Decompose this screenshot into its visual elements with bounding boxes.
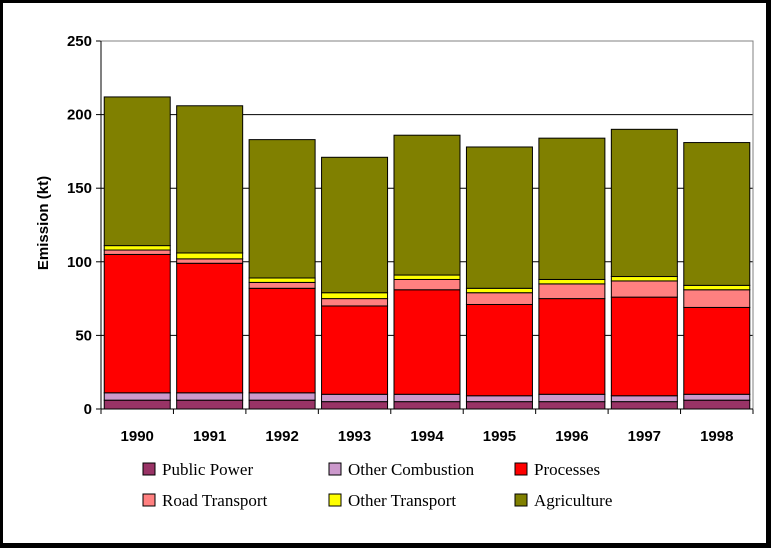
bar-segment: [610, 296, 678, 397]
bar-segment: [103, 392, 171, 401]
bar-segment: [683, 284, 751, 291]
y-tick-label: 100: [67, 254, 92, 271]
bar-segment: [248, 139, 316, 279]
bar-segment: [393, 274, 461, 280]
legend-label: Agriculture: [534, 491, 612, 510]
legend-label: Road Transport: [162, 491, 268, 510]
legend-swatch: [328, 462, 342, 476]
bar-segment: [103, 245, 171, 251]
bar-segment: [248, 287, 316, 394]
legend-swatch: [328, 493, 342, 507]
legend-swatch: [514, 462, 528, 476]
bar-segment: [103, 399, 171, 410]
bar-segment: [321, 393, 389, 403]
x-tick-label: 1991: [193, 428, 226, 445]
x-tick-label: 1990: [121, 428, 154, 445]
bar-segment: [248, 277, 316, 283]
bar-segment: [465, 395, 533, 403]
legend-swatch: [142, 493, 156, 507]
y-tick-labels: 0 50 100 150 200 250: [67, 33, 92, 418]
bar-segment: [538, 298, 606, 395]
bar-segment: [465, 292, 533, 305]
x-tick-labels: 1990 1991 1992 1993 1994 1995 1996 1997 1998: [121, 428, 734, 445]
bar-segment: [465, 146, 533, 289]
bar-segment: [538, 283, 606, 300]
y-tick-label: 150: [67, 180, 92, 197]
x-tick-label: 1996: [555, 428, 588, 445]
x-tick-label: 1994: [410, 428, 444, 445]
bar-segment: [465, 287, 533, 294]
bar-segment: [321, 305, 389, 395]
y-tick-label: 0: [84, 401, 92, 418]
y-tick-label: 50: [75, 327, 92, 344]
bar-segment: [393, 393, 461, 403]
bar-segment: [103, 249, 171, 255]
bar-segment: [538, 137, 606, 280]
bar-segment: [610, 401, 678, 410]
bar-segment: [610, 276, 678, 282]
bar-segment: [393, 401, 461, 410]
bar-segment: [248, 399, 316, 410]
legend: Public Power Other Combustion Processes Roa…: [142, 460, 612, 510]
legend-label: Processes: [534, 460, 600, 479]
bar-segment: [683, 399, 751, 410]
x-tick-label: 1997: [628, 428, 661, 445]
bar-segment: [248, 392, 316, 401]
bar-segment: [538, 401, 606, 410]
x-tick-label: 1992: [265, 428, 298, 445]
legend-label: Other Combustion: [348, 460, 475, 479]
bar-segment: [176, 262, 244, 394]
bar-segment: [393, 134, 461, 276]
bar-segment: [176, 399, 244, 410]
bar-segment: [538, 393, 606, 403]
chart-svg: 0 50 100 150 200 250 1990 1991 1992 1993 1994 1995…: [35, 33, 754, 510]
y-tick-label: 200: [67, 107, 92, 124]
axes: [96, 40, 754, 414]
bar-segment: [103, 253, 171, 394]
legend-swatch: [514, 493, 528, 507]
bars: [103, 96, 751, 410]
bar-segment: [321, 156, 389, 294]
bar-segment: [683, 393, 751, 401]
y-tick-label: 250: [67, 33, 92, 50]
bar-segment: [393, 278, 461, 291]
chart-frame: 0 50 100 150 200 250 1990 1991 1992 1993 1994 1995…: [3, 3, 766, 543]
bar-segment: [683, 306, 751, 395]
bar-segment: [683, 289, 751, 308]
bar-segment: [321, 292, 389, 300]
x-tick-label: 1993: [338, 428, 371, 445]
legend-swatch: [142, 462, 156, 476]
bar-segment: [176, 105, 244, 254]
bar-segment: [538, 278, 606, 285]
bar-segment: [103, 96, 171, 247]
x-tick-label: 1995: [483, 428, 516, 445]
x-tick-label: 1998: [700, 428, 733, 445]
bar-segment: [610, 395, 678, 403]
bar-segment: [465, 401, 533, 410]
bar-segment: [683, 142, 751, 286]
bar-segment: [610, 128, 678, 278]
y-axis-title: Emission (kt): [35, 176, 52, 270]
bar-segment: [610, 280, 678, 298]
bar-segment: [393, 289, 461, 395]
bar-segment: [321, 401, 389, 410]
bar-segment: [321, 298, 389, 307]
legend-label: Public Power: [162, 460, 253, 479]
bar-segment: [176, 392, 244, 401]
bar-segment: [176, 252, 244, 260]
bar-segment: [248, 281, 316, 289]
legend-label: Other Transport: [348, 491, 456, 510]
bar-segment: [465, 303, 533, 397]
bar-segment: [176, 258, 244, 264]
